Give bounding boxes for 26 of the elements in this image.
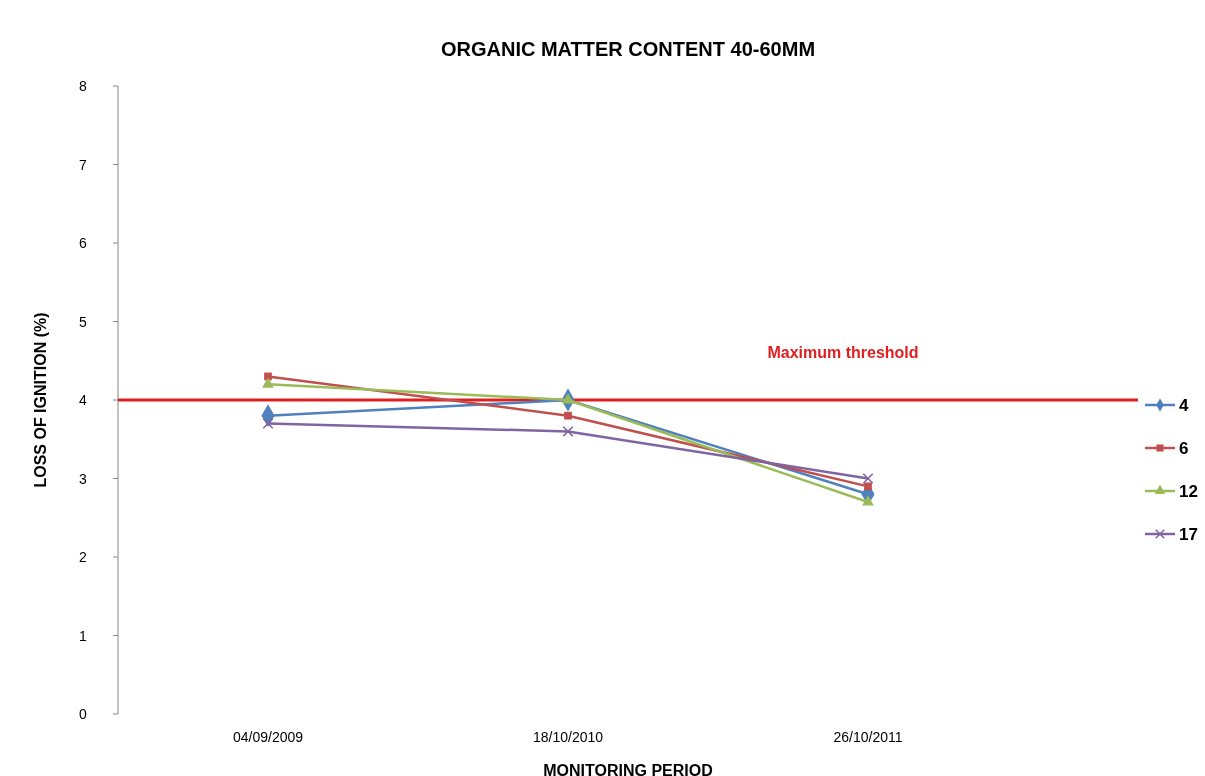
y-tick-label: 4 xyxy=(79,392,88,408)
point xyxy=(562,425,574,437)
point xyxy=(564,411,572,420)
y-tick-label: 0 xyxy=(79,706,88,722)
y-tick-label: 8 xyxy=(79,78,88,94)
y-tick-label: 1 xyxy=(79,627,88,644)
point xyxy=(862,473,874,484)
point xyxy=(262,418,274,430)
legend-label: 6 xyxy=(1179,439,1189,458)
y-axis-title: LOSS OF IGNITION (%) xyxy=(32,312,49,488)
y-tick-label: 3 xyxy=(79,470,88,487)
chart-title: ORGANIC MATTER CONTENT 40-60MM xyxy=(440,38,816,60)
point xyxy=(864,482,872,491)
y-tick-label: 2 xyxy=(79,549,88,565)
y-tick-label: 6 xyxy=(79,235,88,251)
x-tick-label: 26/10/2011 xyxy=(833,729,903,745)
y-tick-label: 5 xyxy=(79,313,88,330)
x-tick-label: 04/09/2009 xyxy=(232,729,304,745)
legend-label: 4 xyxy=(1179,396,1189,415)
x-axis-title: MONITORING PERIOD xyxy=(543,762,713,776)
legend-label: 17 xyxy=(1179,525,1198,544)
point xyxy=(262,377,274,388)
y-tick-label: 7 xyxy=(79,156,88,173)
legend-label: 12 xyxy=(1179,482,1198,501)
x-tick-label: 18/10/2010 xyxy=(532,729,604,745)
ref-line-label: Maximum threshold xyxy=(767,344,919,361)
